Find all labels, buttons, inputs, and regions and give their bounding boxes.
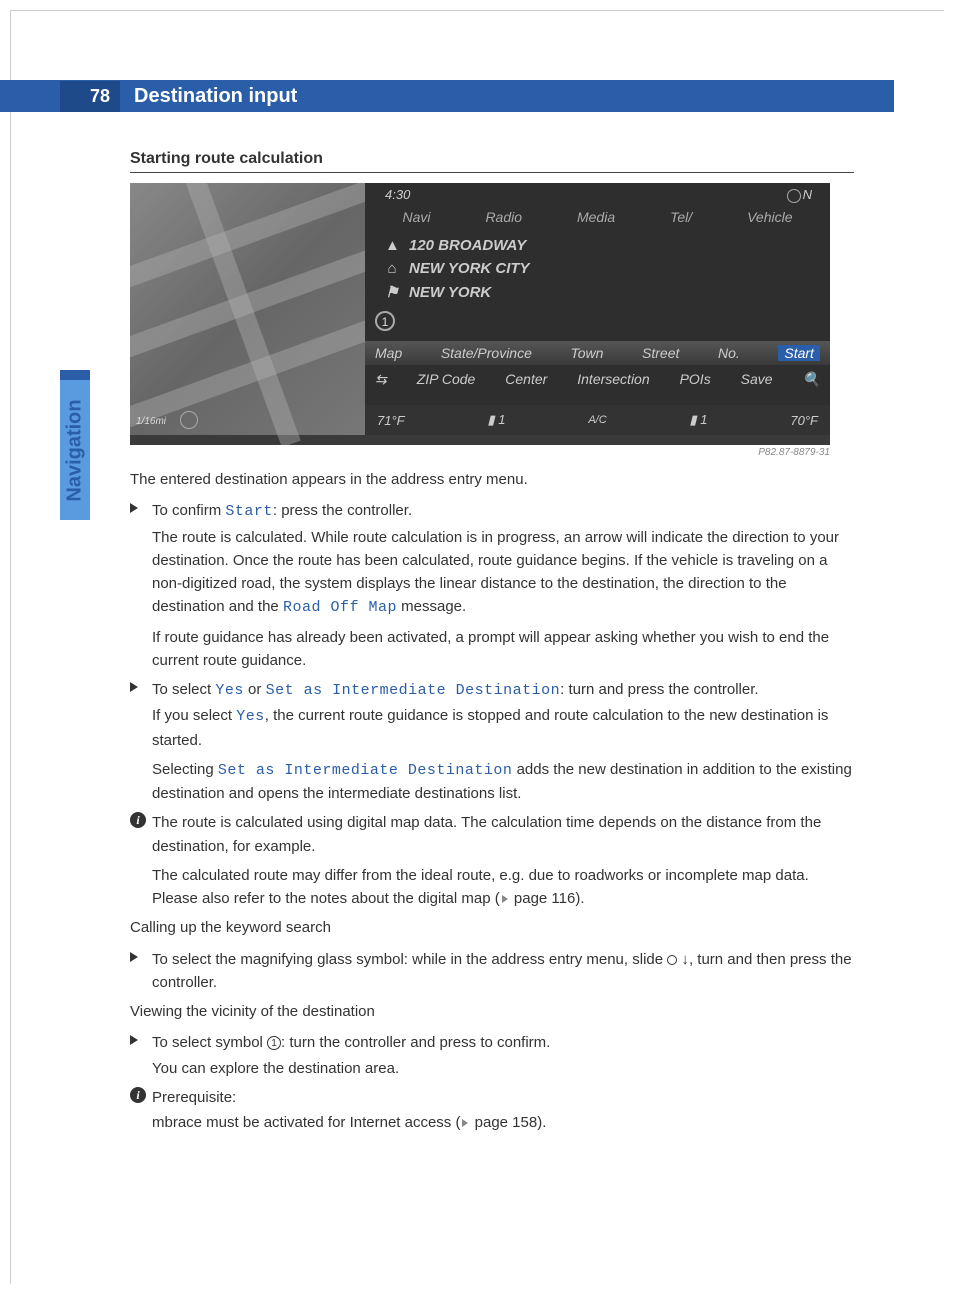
side-tab-label: Navigation xyxy=(64,399,87,501)
house-icon: ▲ xyxy=(385,237,399,254)
tab-radio[interactable]: Radio xyxy=(485,209,522,225)
page-ref-icon xyxy=(462,1119,468,1127)
image-code: P82.87-8879-31 xyxy=(130,447,830,458)
term-start: Start xyxy=(225,503,273,520)
content-area: Starting route calculation 1/16mi 4:30 N… xyxy=(130,150,854,1140)
page-title: Destination input xyxy=(120,85,297,108)
section-heading: Starting route calculation xyxy=(130,150,854,173)
climate-bar: 71°F ▮ 1 A/C ▮ 1 70°F xyxy=(365,405,830,435)
seat-left: ▮ 1 xyxy=(487,412,505,428)
menu-row-1: Map State/Province Town Street No. Start xyxy=(365,341,830,365)
vicinity-marker[interactable]: 1 xyxy=(375,311,395,331)
term-yes: Yes xyxy=(215,682,244,699)
controller-slide-icon xyxy=(667,955,677,965)
menu-start[interactable]: Start xyxy=(778,345,820,361)
dest-city: NEW YORK CITY xyxy=(409,260,530,277)
city-icon: ⌂ xyxy=(385,260,399,277)
info-icon: i xyxy=(130,812,146,828)
body-text: The entered destination appears in the a… xyxy=(130,468,854,1134)
menu-pois[interactable]: POIs xyxy=(680,371,711,388)
term-road-off-map: Road Off Map xyxy=(283,599,397,616)
menu-intersection[interactable]: Intersection xyxy=(577,371,649,388)
info-icon: i xyxy=(130,1087,146,1103)
comand-screenshot: 1/16mi 4:30 N Navi Radio Media Tel/ Vehi… xyxy=(130,183,830,445)
temp-right: 70°F xyxy=(790,413,818,428)
menu-save[interactable]: Save xyxy=(741,371,773,388)
ac-label: A/C xyxy=(588,414,606,426)
term-set-intermediate: Set as Intermediate Destination xyxy=(266,682,561,699)
triangle-bullet-icon xyxy=(130,1035,138,1045)
menu-town[interactable]: Town xyxy=(570,345,603,361)
dest-state: NEW YORK xyxy=(409,284,491,301)
subheading-vicinity: Viewing the vicinity of the destination xyxy=(130,1000,854,1023)
menu-map[interactable]: Map xyxy=(375,345,402,361)
clock: 4:30 xyxy=(385,187,410,202)
triangle-bullet-icon xyxy=(130,682,138,692)
menu-street[interactable]: Street xyxy=(642,345,679,361)
bullet-vicinity-symbol: To select symbol 1: turn the controller … xyxy=(130,1031,854,1080)
menu-center[interactable]: Center xyxy=(505,371,547,388)
heading-indicator: N xyxy=(787,187,812,203)
intro-text: The entered destination appears in the a… xyxy=(130,468,854,491)
temp-left: 71°F xyxy=(377,413,405,428)
compass-icon xyxy=(180,411,198,429)
page-number: 78 xyxy=(60,81,120,112)
destination-block: ▲ 120 BROADWAY ⌂ NEW YORK CITY ⚑ NEW YORK xyxy=(385,237,530,307)
bullet-confirm-start: To confirm Start: press the controller. … xyxy=(130,499,854,672)
circled-1-icon: 1 xyxy=(267,1036,281,1050)
tab-navi[interactable]: Navi xyxy=(402,209,430,225)
top-tabs: Navi Radio Media Tel/ Vehicle xyxy=(365,209,830,225)
side-tab-navigation: Navigation xyxy=(60,370,90,520)
menu-row-2: ⇆ ZIP Code Center Intersection POIs Save… xyxy=(365,367,830,392)
menu-no[interactable]: No. xyxy=(718,345,740,361)
triangle-bullet-icon xyxy=(130,952,138,962)
info-prerequisite: i Prerequisite: mbrace must be activated… xyxy=(130,1086,854,1135)
map-scale: 1/16mi xyxy=(136,416,166,427)
tab-media[interactable]: Media xyxy=(577,209,615,225)
tab-tel[interactable]: Tel/ xyxy=(670,209,692,225)
menu-zip[interactable]: ZIP Code xyxy=(417,371,476,388)
seat-right: ▮ 1 xyxy=(690,412,708,428)
bullet-select-yes: To select Yes or Set as Intermediate Des… xyxy=(130,678,854,805)
search-icon[interactable]: 🔍 xyxy=(803,371,820,388)
subheading-keyword-search: Calling up the keyword search xyxy=(130,916,854,939)
map-preview: 1/16mi xyxy=(130,183,365,435)
page-ref-icon xyxy=(502,895,508,903)
triangle-bullet-icon xyxy=(130,503,138,513)
menu-state[interactable]: State/Province xyxy=(441,345,532,361)
flag-icon: ⚑ xyxy=(385,283,399,301)
tab-vehicle[interactable]: Vehicle xyxy=(747,209,792,225)
dest-street: 120 BROADWAY xyxy=(409,237,526,254)
page-header: 78 Destination input xyxy=(0,80,894,112)
info-route-calculation: i The route is calculated using digital … xyxy=(130,811,854,910)
bullet-magnifying-glass: To select the magnifying glass symbol: w… xyxy=(130,948,854,995)
